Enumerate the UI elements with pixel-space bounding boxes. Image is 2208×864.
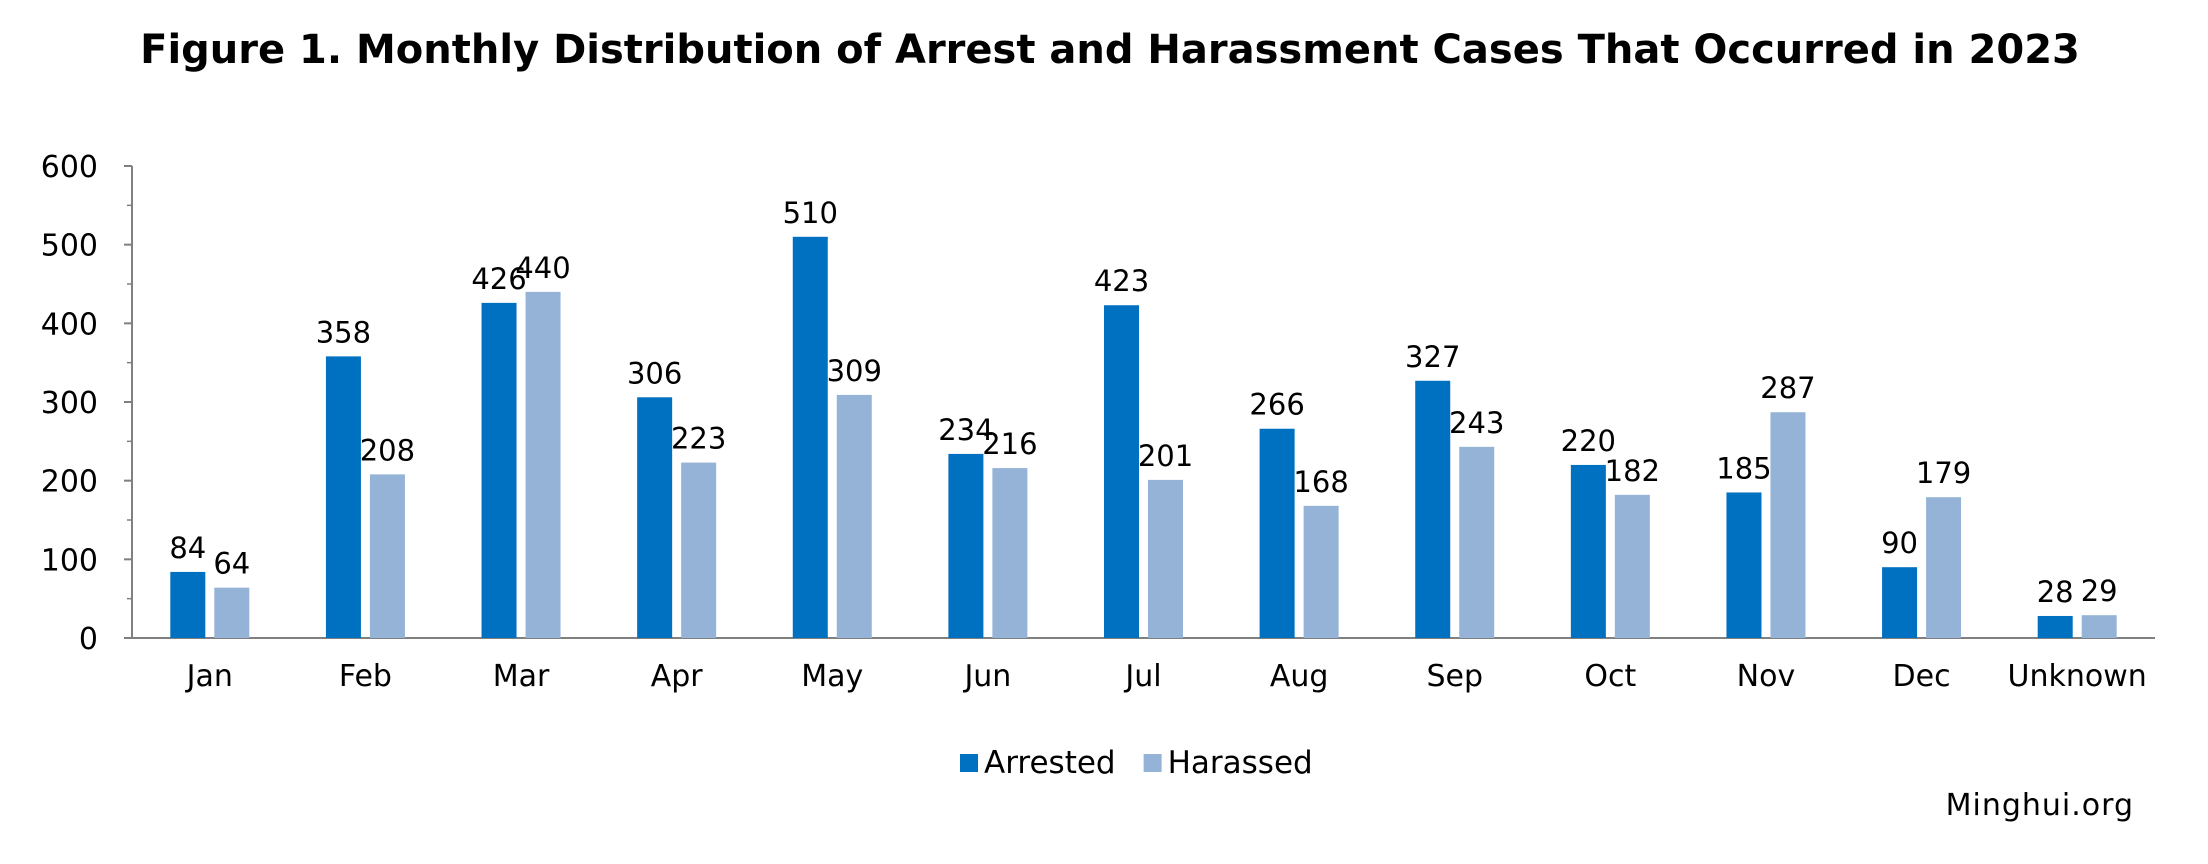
x-tick-label: Mar <box>493 659 550 694</box>
x-tick-label: Jul <box>1123 659 1161 694</box>
data-label: 29 <box>2081 574 2118 608</box>
bar-harassed-feb <box>369 474 405 638</box>
bar-harassed-jan <box>214 587 250 638</box>
bar-harassed-nov <box>1770 412 1806 638</box>
y-tick-label: 100 <box>41 543 98 578</box>
bar-harassed-sep <box>1459 446 1495 638</box>
bar-harassed-jul <box>1148 479 1183 638</box>
x-tick-label: Unknown <box>2008 659 2147 694</box>
y-tick-label: 0 <box>79 622 98 657</box>
data-label: 266 <box>1249 388 1304 422</box>
y-tick-label: 600 <box>41 150 98 185</box>
legend: Arrested Harassed <box>960 745 1313 781</box>
bar-harassed-dec <box>1926 497 1962 638</box>
data-label: 327 <box>1405 340 1460 374</box>
data-label: 168 <box>1293 465 1348 499</box>
data-label: 306 <box>627 356 682 390</box>
data-label: 208 <box>360 433 415 467</box>
data-label: 185 <box>1716 451 1771 485</box>
bar-arrested-dec <box>1882 567 1918 638</box>
x-tick-label: Nov <box>1737 659 1796 694</box>
data-label: 64 <box>213 547 250 581</box>
bar-arrested-jan <box>170 571 206 638</box>
bar-arrested-jul <box>1104 305 1139 638</box>
x-tick-label: Aug <box>1270 659 1329 694</box>
data-label: 28 <box>2037 575 2074 609</box>
bar-harassed-aug <box>1303 505 1339 638</box>
bar-arrested-unknown <box>2037 615 2073 638</box>
bar-harassed-jun <box>992 468 1028 638</box>
bar-arrested-nov <box>1726 492 1762 638</box>
data-label: 84 <box>169 531 206 565</box>
legend-label-harassed: Harassed <box>1168 745 1313 781</box>
data-label: 440 <box>515 251 570 285</box>
x-tick-label: Jun <box>962 659 1011 694</box>
data-label: 234 <box>938 413 993 447</box>
bar-arrested-feb <box>325 356 361 638</box>
y-tick-label: 300 <box>41 386 98 421</box>
data-label: 243 <box>1449 406 1504 440</box>
source-credit: Minghui.org <box>1945 788 2134 823</box>
data-label: 179 <box>1916 456 1971 490</box>
x-tick-label: Sep <box>1426 659 1483 694</box>
bar-harassed-oct <box>1614 494 1650 638</box>
x-tick-label: Oct <box>1584 659 1636 694</box>
x-tick-label: Dec <box>1893 659 1951 694</box>
data-label: 216 <box>982 427 1037 461</box>
bar-arrested-sep <box>1415 380 1451 638</box>
y-tick-label: 400 <box>41 307 98 342</box>
data-label: 358 <box>316 315 371 349</box>
x-tick-label: May <box>801 659 863 694</box>
data-label: 287 <box>1760 371 1815 405</box>
y-tick-label: 200 <box>41 465 98 500</box>
data-label: 423 <box>1094 264 1149 298</box>
data-label: 426 <box>471 262 526 296</box>
data-label: 90 <box>1881 526 1918 560</box>
data-label: 182 <box>1605 454 1660 488</box>
bar-arrested-jun <box>948 453 984 638</box>
chart-title: Figure 1. Monthly Distribution of Arrest… <box>140 27 2080 73</box>
bar-harassed-unknown <box>2081 615 2117 638</box>
bar-harassed-apr <box>681 462 717 638</box>
bar-arrested-mar <box>481 302 517 638</box>
y-tick-label: 500 <box>41 229 98 264</box>
bar-arrested-may <box>792 236 828 639</box>
axes: 0 100 200 300 400 500 600 Jan Feb Mar Apr May Jun Jul… <box>41 150 2155 694</box>
legend-swatch-harassed <box>1143 754 1162 772</box>
data-label: 220 <box>1561 424 1616 458</box>
bar-harassed-may <box>836 394 872 638</box>
bar-arrested-oct <box>1570 464 1606 638</box>
x-tick-label: Feb <box>339 659 392 694</box>
x-tick-label: Jan <box>185 659 233 694</box>
bar-arrested-aug <box>1259 428 1295 638</box>
data-label: 201 <box>1138 439 1193 473</box>
legend-swatch-arrested <box>960 754 978 772</box>
bar-harassed-mar <box>525 291 561 638</box>
x-tick-label: Apr <box>651 659 704 694</box>
data-label: 223 <box>671 422 726 456</box>
legend-label-arrested: Arrested <box>984 745 1116 781</box>
data-label: 309 <box>827 354 882 388</box>
data-label: 510 <box>783 196 838 230</box>
bar-arrested-apr <box>637 397 673 638</box>
